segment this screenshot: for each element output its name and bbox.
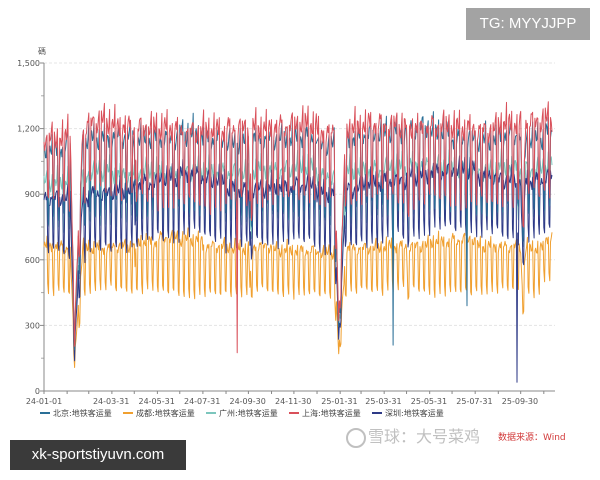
x-tick-label: 24-05-31: [138, 397, 174, 406]
y-tick-label: 600: [25, 256, 40, 265]
x-tick-label: 24-07-31: [184, 397, 220, 406]
x-tick-label: 25-09-30: [502, 397, 538, 406]
snowball-logo-icon: [346, 428, 366, 448]
site-watermark-badge: xk-sportstiyuvn.com: [10, 440, 186, 470]
x-tick-label: 25-05-31: [411, 397, 447, 406]
x-tick-label: 24-09-30: [229, 397, 265, 406]
series-line: [43, 101, 553, 354]
x-tick-label: 25-07-31: [456, 397, 492, 406]
series-line: [43, 227, 553, 368]
data-source-note: 数据来源：Wind: [498, 433, 566, 443]
legend-label: 成都:地铁客运量: [136, 408, 195, 418]
y-tick-label: 1,200: [17, 125, 40, 134]
x-tick-label: 24-11-30: [275, 397, 311, 406]
y-axis-unit-label: 碼: [38, 47, 46, 56]
x-tick-label: 24-01-01: [26, 397, 62, 406]
x-tick-label: 24-03-31: [93, 397, 129, 406]
xueqiu-watermark: 雪球：大号菜鸡: [368, 427, 481, 446]
x-tick-label: 25-03-31: [365, 397, 401, 406]
legend-label: 广州:地铁客运量: [219, 408, 278, 418]
legend-label: 上海:地铁客运量: [302, 408, 361, 418]
y-tick-label: 0: [35, 387, 40, 396]
tg-watermark-badge: TG: MYYJJPP: [466, 8, 590, 40]
x-tick-label: 25-01-31: [321, 397, 357, 406]
y-tick-label: 900: [25, 190, 40, 199]
y-tick-label: 300: [25, 321, 40, 330]
y-tick-label: 1,500: [17, 59, 40, 68]
legend-label: 深圳:地铁客运量: [385, 408, 444, 418]
legend-label: 北京:地铁客运量: [53, 408, 112, 418]
